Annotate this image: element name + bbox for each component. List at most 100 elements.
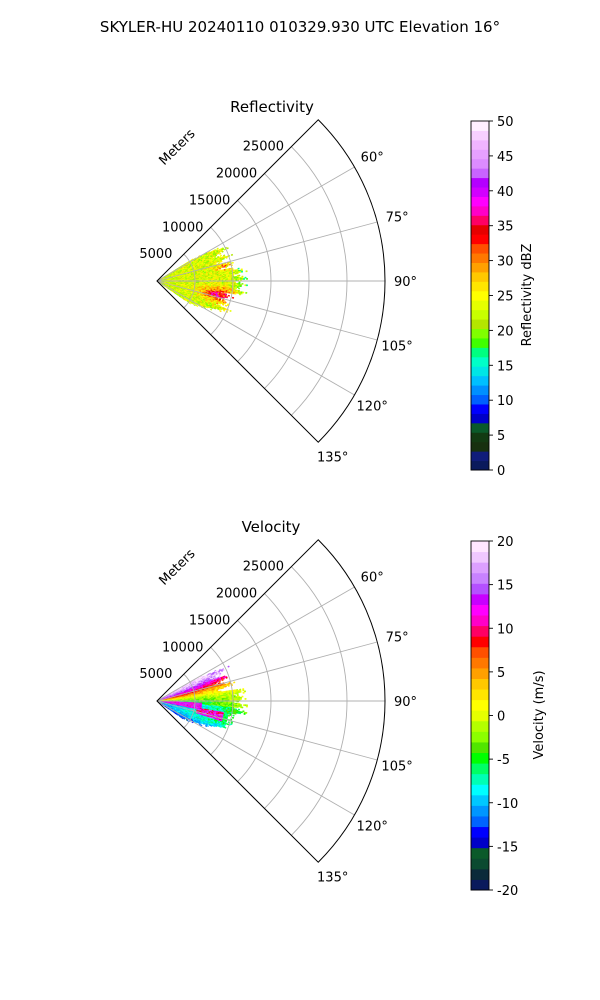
reflectivity-data-cell xyxy=(224,304,228,307)
reflectivity-colorbar-segment xyxy=(471,422,489,433)
reflectivity-colorbar-segment xyxy=(471,215,489,226)
reflectivity-data-cell xyxy=(238,287,241,290)
reflectivity-data-cell xyxy=(222,296,225,299)
reflectivity-data-cell xyxy=(222,303,225,306)
reflectivity-colorbar-segment xyxy=(471,281,489,292)
reflectivity-colorbar-segment xyxy=(471,149,489,160)
velocity-data-cell xyxy=(221,679,224,682)
velocity-title: Velocity xyxy=(242,518,301,536)
reflectivity-data-cell xyxy=(219,310,222,313)
reflectivity-colorbar-tick-label: 0 xyxy=(497,464,505,479)
reflectivity-colorbar-segment xyxy=(471,460,489,471)
reflectivity-colorbar-tick-label: 15 xyxy=(497,359,514,374)
reflectivity-range-tick-label: 25000 xyxy=(243,140,284,155)
reflectivity-theta-gridline xyxy=(156,280,378,341)
reflectivity-theta-gridline xyxy=(156,280,355,396)
reflectivity-data-cell xyxy=(196,305,199,308)
reflectivity-data-cell xyxy=(226,265,229,268)
reflectivity-colorbar-segment xyxy=(471,300,489,311)
reflectivity-data-cell xyxy=(246,277,249,280)
figure-suptitle: SKYLER-HU 20240110 010329.930 UTC Elevat… xyxy=(100,18,500,36)
reflectivity-data-cell xyxy=(244,284,247,287)
reflectivity-colorbar-tick-label: 35 xyxy=(497,220,514,235)
reflectivity-range-label: Meters xyxy=(157,126,199,168)
reflectivity-data-cell xyxy=(223,248,227,251)
reflectivity-data-cell xyxy=(209,308,213,311)
reflectivity-colorbar-segment xyxy=(471,271,489,282)
reflectivity-data-cell xyxy=(216,247,219,250)
reflectivity-colorbar-tick-label: 40 xyxy=(497,185,514,200)
reflectivity-colorbar-tick-label: 50 xyxy=(497,115,514,130)
velocity-data-cell xyxy=(227,665,230,668)
reflectivity-range-tick-label: 15000 xyxy=(189,193,230,208)
reflectivity-data-cell xyxy=(244,276,247,279)
velocity-panel: Velocity 50001000015000200002500060°75°9… xyxy=(139,518,547,899)
reflectivity-colorbar-tick-label: 45 xyxy=(497,150,514,165)
reflectivity-colorbar-tick-label: 10 xyxy=(497,394,514,409)
reflectivity-colorbar-segment xyxy=(471,158,489,169)
reflectivity-data-cell xyxy=(238,278,241,280)
reflectivity-colorbar-segment xyxy=(471,177,489,188)
reflectivity-data-cell xyxy=(239,285,242,288)
reflectivity-colorbar-segment xyxy=(471,432,489,443)
reflectivity-colorbar-segment xyxy=(471,337,489,348)
reflectivity-colorbar-segment xyxy=(471,234,489,245)
reflectivity-theta-tick-label: 60° xyxy=(361,151,384,166)
reflectivity-data-cell xyxy=(218,267,222,270)
velocity-polar-axes: 50001000015000200002500060°75°90°105°120… xyxy=(139,539,417,886)
reflectivity-polar-axes: 50001000015000200002500060°75°90°105°120… xyxy=(139,119,417,466)
reflectivity-data-cell xyxy=(226,247,229,250)
reflectivity-colorbar-segment xyxy=(471,441,489,452)
reflectivity-colorbar-segment xyxy=(471,196,489,207)
reflectivity-range-tick-label: 10000 xyxy=(162,220,203,235)
reflectivity-data-cell xyxy=(219,254,223,257)
reflectivity-data-cell xyxy=(227,294,230,297)
reflectivity-colorbar-segment xyxy=(471,309,489,320)
reflectivity-data-cell xyxy=(225,256,228,259)
reflectivity-colorbar-segment xyxy=(471,243,489,254)
reflectivity-colorbar-segment xyxy=(471,328,489,339)
reflectivity-colorbar-label: Reflectivity dBZ xyxy=(520,244,535,347)
reflectivity-data-cell xyxy=(221,250,224,253)
reflectivity-data-cell xyxy=(245,270,248,273)
velocity-data-cell xyxy=(233,681,236,684)
reflectivity-data-cell xyxy=(222,257,225,260)
reflectivity-data-cell xyxy=(234,292,237,295)
reflectivity-data-cell xyxy=(237,267,240,270)
reflectivity-colorbar-segment xyxy=(471,121,489,131)
reflectivity-colorbar-segment xyxy=(471,187,489,197)
velocity-data-cell xyxy=(228,682,231,685)
velocity-data-cell xyxy=(225,676,228,679)
reflectivity-data-cell xyxy=(240,292,243,295)
reflectivity-theta-tick-label: 75° xyxy=(386,211,409,226)
reflectivity-colorbar-segment xyxy=(471,290,489,301)
reflectivity-data-cell xyxy=(231,261,234,264)
reflectivity-colorbar-segment xyxy=(471,366,489,377)
reflectivity-data-cell xyxy=(231,296,235,299)
reflectivity-data-cell xyxy=(214,254,218,257)
reflectivity-data-cell xyxy=(241,282,244,285)
reflectivity-data-cell xyxy=(238,293,241,296)
reflectivity-data-cell xyxy=(235,287,238,290)
reflectivity-data-cell xyxy=(229,309,232,313)
reflectivity-data-cell xyxy=(224,266,228,269)
reflectivity-colorbar-tick-label: 20 xyxy=(497,324,514,339)
reflectivity-colorbar-segment xyxy=(471,356,489,367)
reflectivity-data-cell xyxy=(226,304,229,307)
reflectivity-data-cell xyxy=(219,252,222,255)
reflectivity-data-cell xyxy=(236,272,239,275)
reflectivity-colorbar-segment xyxy=(471,139,489,150)
reflectivity-range-tick-label: 5000 xyxy=(139,247,172,262)
reflectivity-panel: Reflectivity 50001000015000200002500060°… xyxy=(139,98,535,479)
reflectivity-colorbar-segment xyxy=(471,253,489,263)
reflectivity-data-cell xyxy=(240,270,244,273)
reflectivity-data-cell xyxy=(225,296,229,299)
reflectivity-theta-tick-label: 135° xyxy=(317,451,348,466)
reflectivity-colorbar-segment xyxy=(471,224,489,235)
reflectivity-colorbar-tick-label: 30 xyxy=(497,255,514,270)
reflectivity-colorbar-segment xyxy=(471,319,489,330)
reflectivity-data-cell xyxy=(224,302,227,305)
reflectivity-data-cell xyxy=(219,302,222,305)
